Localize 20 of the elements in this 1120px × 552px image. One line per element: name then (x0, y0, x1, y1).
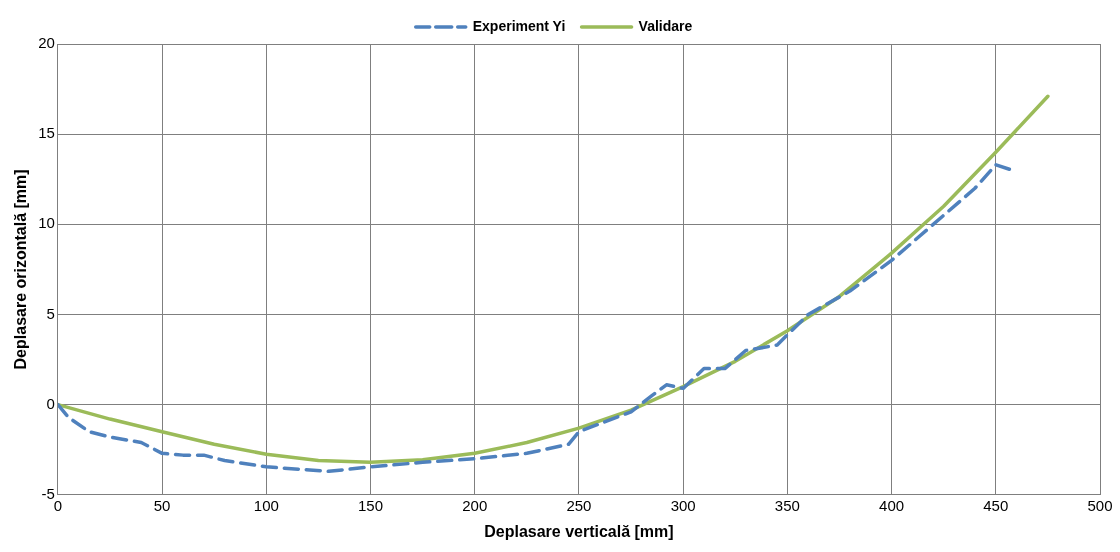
x-tick-label: 400 (879, 496, 905, 514)
x-axis-title: Deplasare verticală [mm] (484, 522, 674, 540)
y-tick-label: 10 (38, 214, 55, 232)
y-tick-label: 0 (46, 394, 55, 412)
y-tick-label: 20 (38, 34, 55, 52)
y-tick-label: 5 (46, 304, 55, 322)
x-tick-label: 300 (670, 496, 696, 514)
x-tick-label: 150 (358, 496, 384, 514)
x-tick-label: 200 (462, 496, 488, 514)
y-axis-title: Deplasare orizontală [mm] (12, 169, 30, 370)
legend-label: Experiment Yi (472, 17, 566, 34)
x-tick-label: 350 (774, 496, 800, 514)
y-tick-label: 15 (38, 124, 55, 142)
x-tick-label: 100 (253, 496, 279, 514)
x-tick-label: 500 (1087, 496, 1113, 514)
legend-label: Validare (638, 17, 693, 34)
x-tick-label: 250 (566, 496, 592, 514)
x-tick-label: 450 (983, 496, 1009, 514)
y-tick-label: -5 (41, 484, 55, 502)
x-tick-label: 50 (153, 496, 171, 514)
